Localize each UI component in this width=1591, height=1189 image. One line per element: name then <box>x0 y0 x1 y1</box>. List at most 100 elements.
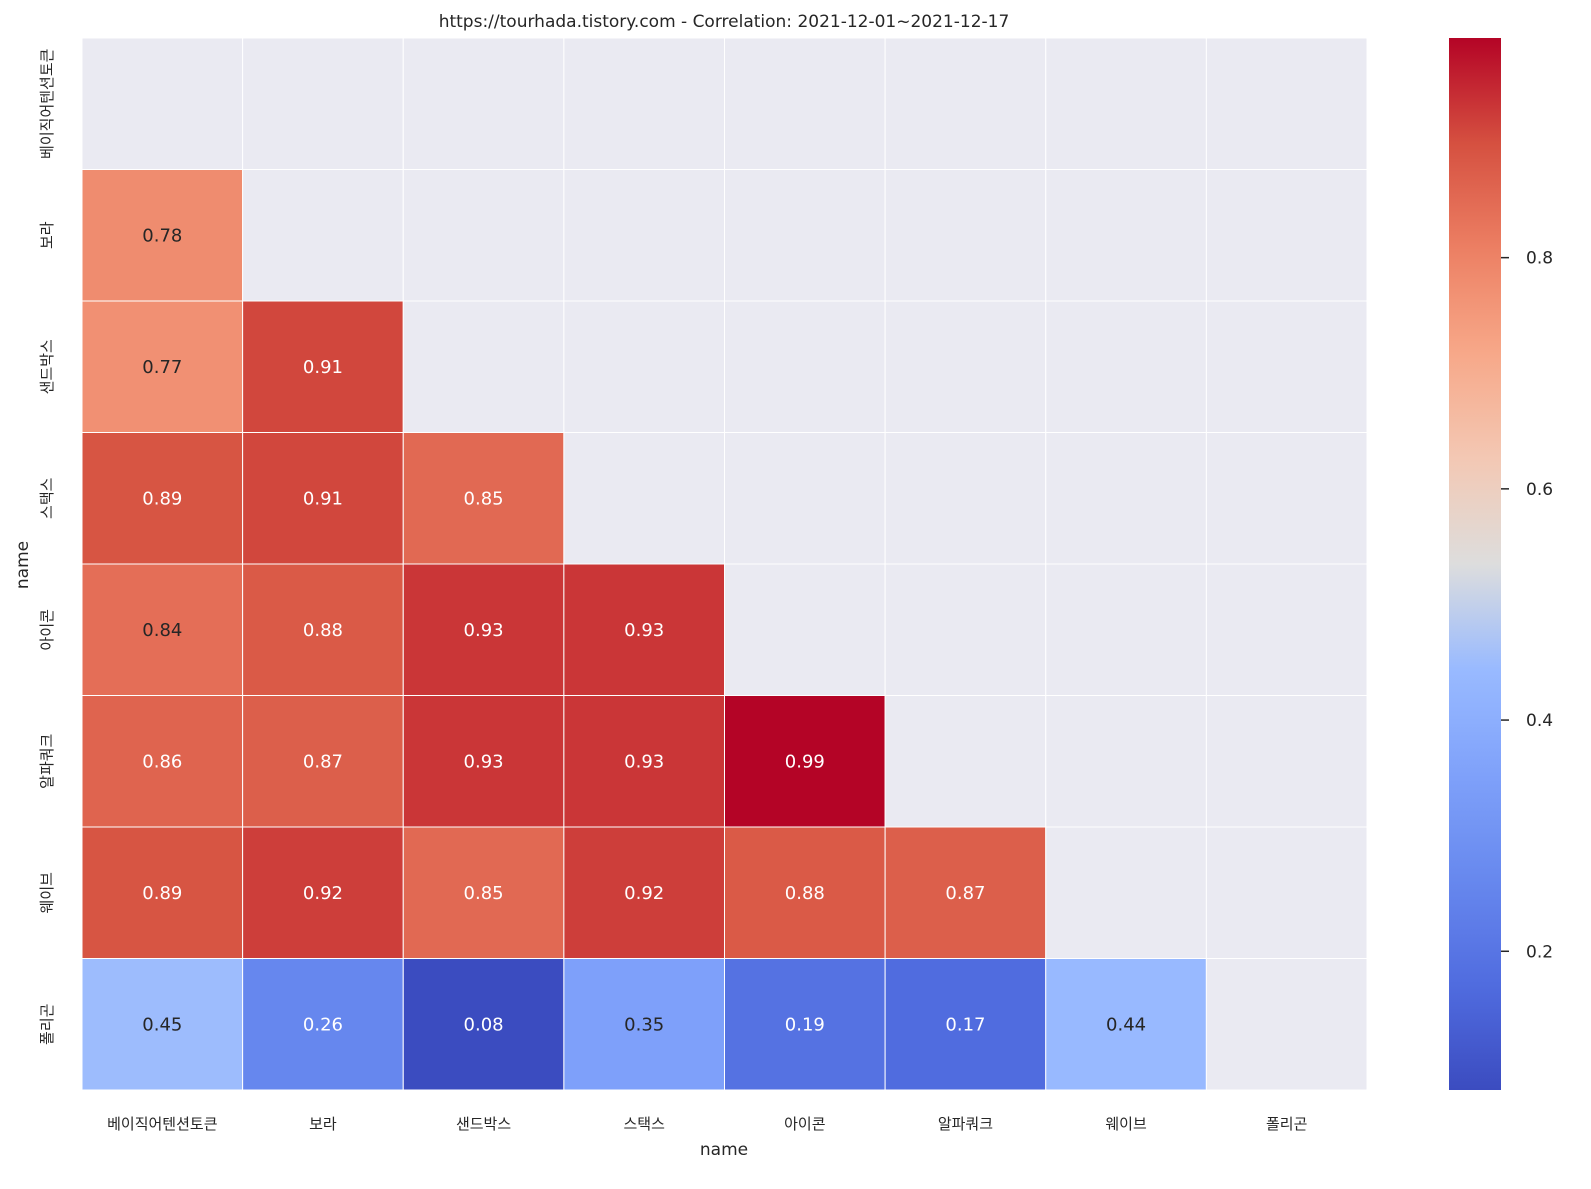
cell-value-label: 0.35 <box>624 1014 664 1035</box>
masked-cell <box>884 37 1047 170</box>
heatmap-cell <box>884 826 1047 959</box>
colorbar-tick-label: 0.4 <box>1526 711 1553 731</box>
masked-cell <box>563 169 725 302</box>
y-tick-label: 스택스 <box>38 477 56 519</box>
cell-value-label: 0.93 <box>624 620 664 641</box>
masked-cell <box>1205 958 1368 1091</box>
masked-cell <box>724 169 886 302</box>
cell-value-label: 0.89 <box>142 883 182 904</box>
chart-title: https://tourhada.tistory.com - Correlati… <box>439 12 1010 32</box>
masked-cell <box>1205 826 1368 959</box>
cell-value-label: 0.85 <box>464 883 504 904</box>
colorbar-tick-label: 0.6 <box>1526 480 1553 500</box>
heatmap-cell <box>563 826 725 959</box>
heatmap-cell <box>402 695 565 828</box>
cell-value-label: 0.92 <box>624 883 664 904</box>
y-tick-label: 베이직어텐션토큰 <box>38 48 56 159</box>
cell-value-label: 0.87 <box>945 883 985 904</box>
masked-cell <box>1045 695 1207 828</box>
heatmap-cell <box>81 563 244 696</box>
heatmap-cells: 0.78 0.77 0.91 0.89 0.91 0.85 0.84 0.88 0.93 0.93… <box>81 37 1368 1091</box>
heatmap-cell <box>242 695 404 828</box>
masked-cell <box>1045 37 1207 170</box>
masked-cell <box>563 37 725 170</box>
heatmap-cell <box>724 695 886 828</box>
x-tick-label: 샌드박스 <box>456 1115 511 1133</box>
y-axis-label: name <box>13 541 33 589</box>
heatmap-cell <box>242 563 404 696</box>
masked-cell <box>1205 695 1368 828</box>
heatmap-cell <box>81 169 244 302</box>
y-tick-label: 폴리곤 <box>38 1004 56 1045</box>
cell-value-label: 0.85 <box>464 488 504 509</box>
heatmap-cell <box>402 432 565 565</box>
cell-value-label: 0.88 <box>785 883 825 904</box>
masked-cell <box>402 169 565 302</box>
cell-value-label: 0.86 <box>142 751 182 772</box>
x-tick-label: 알파쿼크 <box>938 1115 993 1133</box>
heatmap-cell <box>242 432 404 565</box>
masked-cell <box>724 37 886 170</box>
masked-cell <box>402 300 565 433</box>
masked-cell <box>724 432 886 565</box>
y-tick-label: 보라 <box>38 221 56 249</box>
cell-value-label: 0.93 <box>464 620 504 641</box>
masked-cell <box>1045 563 1207 696</box>
masked-cell <box>563 432 725 565</box>
cell-value-label: 0.26 <box>303 1014 343 1035</box>
masked-cell <box>1045 826 1207 959</box>
cell-value-label: 0.93 <box>464 751 504 772</box>
heatmap-cell <box>242 300 404 433</box>
y-tick-label: 샌드박스 <box>38 339 56 394</box>
masked-cell <box>1045 169 1207 302</box>
cell-value-label: 0.08 <box>464 1014 504 1035</box>
heatmap-cell <box>1045 958 1207 1091</box>
masked-cell <box>242 37 404 170</box>
heatmap-cell <box>81 432 244 565</box>
cell-value-label: 0.91 <box>303 357 343 378</box>
heatmap-cell <box>563 695 725 828</box>
masked-cell <box>402 37 565 170</box>
heatmap-cell <box>242 958 404 1091</box>
x-tick-label: 스택스 <box>623 1115 665 1133</box>
masked-cell <box>1205 169 1368 302</box>
colorbar: 0.2 0.4 0.6 0.8 <box>1449 38 1553 1090</box>
cell-value-label: 0.93 <box>624 751 664 772</box>
cell-value-label: 0.44 <box>1106 1014 1146 1035</box>
y-tick-label: 알파쿼크 <box>38 734 56 789</box>
cell-value-label: 0.89 <box>142 488 182 509</box>
x-axis-label: name <box>700 1140 748 1160</box>
heatmap-cell <box>402 826 565 959</box>
masked-cell <box>1205 432 1368 565</box>
cell-value-label: 0.88 <box>303 620 343 641</box>
masked-cell <box>242 169 404 302</box>
x-tick-label: 폴리곤 <box>1266 1115 1307 1133</box>
masked-cell <box>81 37 244 170</box>
x-tick-label: 보라 <box>309 1115 337 1133</box>
cell-value-label: 0.87 <box>303 751 343 772</box>
masked-cell <box>1045 300 1207 433</box>
masked-cell <box>1045 432 1207 565</box>
colorbar-tick-label: 0.8 <box>1526 249 1553 269</box>
cell-value-label: 0.19 <box>785 1014 825 1035</box>
colorbar-gradient <box>1449 38 1501 1090</box>
y-tick-label: 웨이브 <box>38 872 56 914</box>
masked-cell <box>1205 563 1368 696</box>
cell-value-label: 0.17 <box>945 1014 985 1035</box>
masked-cell <box>1205 37 1368 170</box>
x-tick-label: 아이콘 <box>784 1115 825 1133</box>
cell-value-label: 0.99 <box>785 751 825 772</box>
cell-value-label: 0.92 <box>303 883 343 904</box>
x-tick-label: 베이직어텐션토큰 <box>107 1115 218 1133</box>
masked-cell <box>724 300 886 433</box>
heatmap-cell <box>242 826 404 959</box>
cell-value-label: 0.45 <box>142 1014 182 1035</box>
masked-cell <box>724 563 886 696</box>
colorbar-tick-label: 0.2 <box>1526 942 1553 962</box>
heatmap-cell <box>81 958 244 1091</box>
masked-cell <box>884 300 1047 433</box>
masked-cell <box>563 300 725 433</box>
cell-value-label: 0.78 <box>142 225 182 246</box>
